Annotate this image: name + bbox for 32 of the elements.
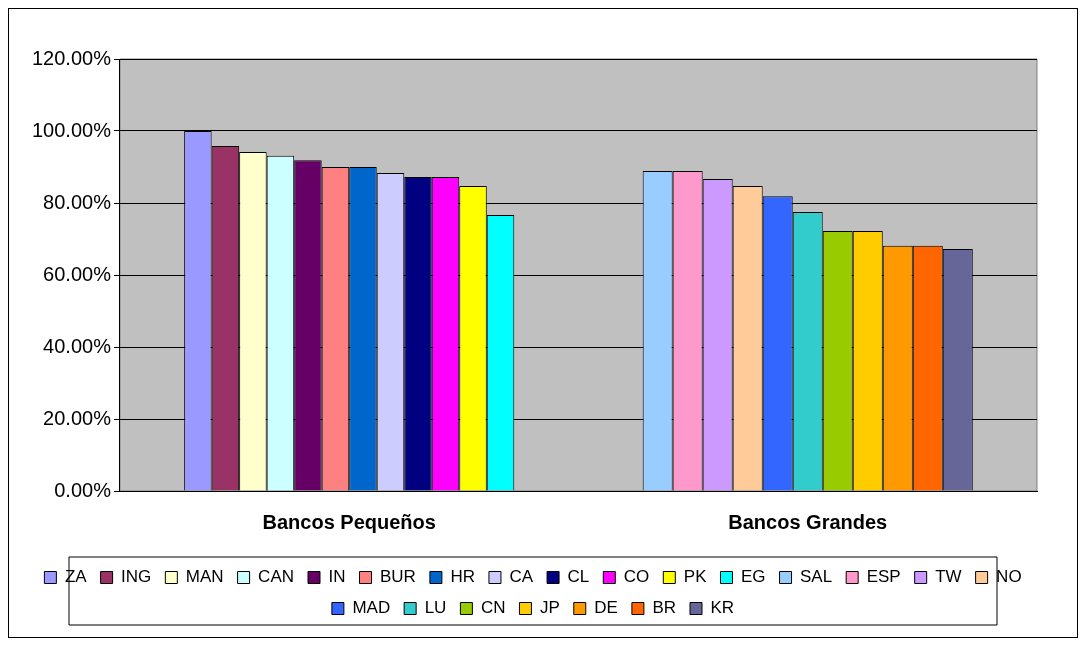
legend-label: ING: [121, 567, 152, 587]
y-tick-label: 20.00%: [43, 406, 112, 429]
legend-label: EG: [740, 567, 766, 587]
legend-label: KR: [710, 598, 735, 618]
y-tick-label: 100.00%: [31, 118, 112, 141]
legend-label: HR: [450, 567, 475, 587]
x-tick-label: Bancos Grandes: [728, 510, 888, 533]
y-tick-label: 60.00%: [43, 262, 112, 285]
legend-label: MAN: [185, 567, 224, 587]
legend-label: JP: [539, 598, 560, 618]
legend-label: LU: [424, 598, 447, 618]
x-tick-label: Bancos Pequeños: [262, 510, 436, 533]
y-tick-label: 0.00%: [54, 478, 112, 501]
legend-label: BUR: [380, 567, 416, 587]
legend-label: CA: [509, 567, 534, 587]
legend-label: CL: [567, 567, 590, 587]
legend-label: CN: [480, 598, 506, 618]
y-tick-label: 120.00%: [31, 46, 112, 69]
legend-label: CAN: [258, 567, 295, 587]
legend-label: CO: [623, 567, 650, 587]
legend-label: SAL: [800, 567, 833, 587]
legend-label: PK: [683, 567, 708, 587]
legend-label: ZA: [64, 567, 88, 587]
legend-label: TW: [935, 567, 962, 587]
legend-label: BR: [652, 598, 677, 618]
legend-label: NO: [996, 567, 1022, 587]
y-tick-label: 40.00%: [43, 334, 112, 357]
legend-label: IN: [328, 567, 346, 587]
y-tick-label: 80.00%: [43, 190, 112, 213]
legend-label: ESP: [866, 567, 901, 587]
legend-label: DE: [594, 598, 618, 618]
legend-label: MAD: [352, 598, 391, 618]
